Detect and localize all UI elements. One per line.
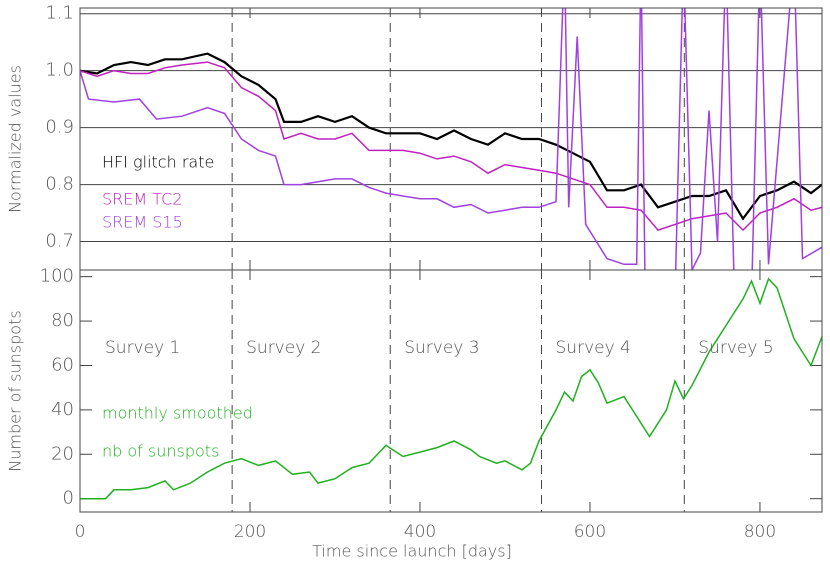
survey-label: Survey 4	[556, 338, 631, 358]
y-axis-label: Normalized values	[6, 65, 25, 213]
survey-label: Survey 5	[698, 338, 773, 358]
y-tick-label: 0	[63, 488, 74, 509]
survey-label: Survey 3	[404, 338, 479, 358]
y-tick-label: 20	[51, 443, 74, 464]
plot-frame	[79, 7, 823, 513]
survey-label: Survey 1	[105, 338, 180, 358]
y-tick-label: 100	[40, 266, 74, 287]
legend-entry: SREM TC2	[102, 190, 182, 209]
y-tick-label: 0.8	[45, 174, 74, 195]
x-tick-label: 200	[234, 522, 266, 542]
legend-entry: SREM S15	[102, 213, 183, 232]
x-tick-label: 800	[744, 522, 776, 542]
x-tick-label: 400	[404, 522, 436, 542]
series-line	[80, 277, 822, 500]
y-tick-label: 80	[51, 310, 74, 331]
y-tick-label: 0.9	[45, 117, 74, 138]
series-line	[80, 8, 822, 270]
legend-entry: monthly smoothed	[102, 404, 253, 423]
y-tick-label: 60	[51, 354, 74, 375]
survey-label: Survey 2	[246, 338, 321, 358]
plot-layer: 0.7 0.8 0.9 1.0 1.1 0 20 40 60 80 100 0 200 400 600 800…	[40, 3, 822, 542]
y-tick-label: 1.0	[45, 60, 74, 81]
x-tick-label: 0	[75, 522, 86, 542]
x-tick-label: 600	[574, 522, 606, 542]
y-tick-label: 1.1	[45, 3, 74, 24]
legend-entry: HFI glitch rate	[102, 153, 214, 172]
y-tick-label: 0.7	[45, 231, 74, 252]
y-axis-label: Number of sunspots	[6, 310, 25, 471]
x-axis-label: Time since launch [days]	[312, 542, 512, 561]
y-tick-label: 40	[51, 399, 74, 420]
legend-entry: nb of sunspots	[102, 442, 219, 461]
